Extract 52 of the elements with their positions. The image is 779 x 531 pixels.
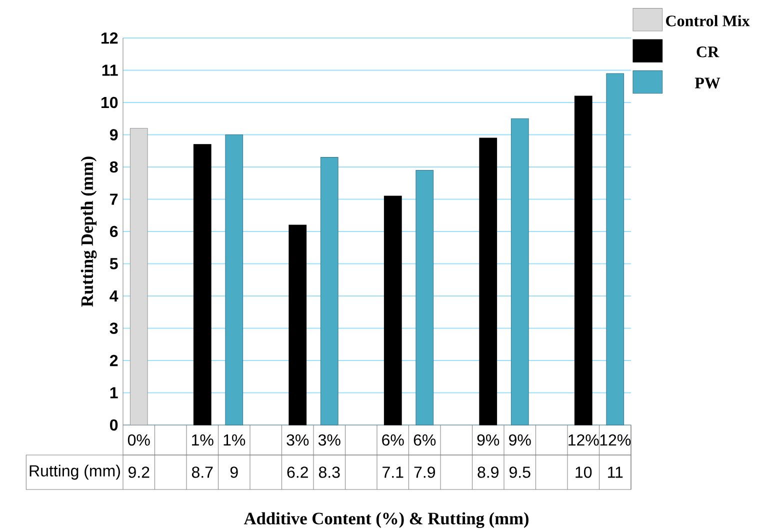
x-tick-label: 6% (382, 434, 404, 446)
data-label: 9.2 (128, 466, 150, 478)
y-tick-label: 3 (110, 322, 118, 334)
y-axis-title: Rutting Depth (mm) (80, 156, 97, 307)
y-tick-label: 0 (110, 419, 118, 431)
bar (510, 118, 529, 426)
bar (225, 134, 244, 426)
bar (574, 96, 592, 426)
data-label: 9 (230, 466, 238, 478)
bar (320, 157, 338, 426)
data-label: 8.7 (192, 466, 213, 478)
y-tick-label: 7 (110, 194, 118, 205)
data-label: 7.1 (382, 466, 404, 478)
x-tick-label: 1% (224, 434, 246, 446)
x-tick-label: 0% (128, 434, 150, 446)
x-tick-label: 3% (286, 434, 309, 446)
y-tick-label: 8 (110, 161, 118, 173)
text: Rutting (mm) (30, 464, 120, 480)
data-label: 8.3 (318, 466, 340, 478)
legend-label: CR (696, 46, 720, 58)
data-label: 9.5 (510, 466, 530, 478)
data-label: 11 (608, 466, 623, 478)
data-label: 6.2 (287, 466, 308, 478)
x-tick-label: 12% (568, 434, 599, 446)
data-label: 7.9 (414, 466, 435, 478)
x-tick-label: 12% (600, 434, 631, 446)
bar (479, 138, 498, 426)
x-tick-label: 6% (414, 434, 436, 446)
y-tick-label: 10 (102, 96, 118, 108)
x-tick-label: 3% (318, 434, 340, 446)
x-tick-label: 9% (477, 434, 500, 446)
data-label: 10 (576, 466, 592, 478)
x-axis-title: Additive Content (%) & Rutting (mm) (244, 512, 528, 528)
y-tick-label: 11 (102, 64, 118, 76)
y-tick-label: 2 (110, 354, 118, 366)
legend-label: Control Mix (666, 15, 750, 26)
bar (288, 224, 307, 426)
y-tick-label: 4 (110, 290, 118, 302)
data-label: 8.9 (478, 466, 498, 478)
x-tick-label: 1% (192, 434, 214, 446)
bar (384, 196, 402, 426)
bar (606, 73, 624, 426)
y-tick-label: 9 (110, 129, 118, 140)
y-tick-label: 1 (110, 387, 118, 398)
bar (416, 170, 434, 426)
y-tick-label: 12 (102, 32, 118, 44)
x-tick-label: 9% (509, 434, 531, 446)
y-tick-label: 6 (110, 226, 118, 238)
y-tick-label: 5 (110, 258, 118, 270)
bar (193, 144, 212, 426)
legend-label: PW (694, 78, 720, 89)
bar (130, 128, 148, 426)
